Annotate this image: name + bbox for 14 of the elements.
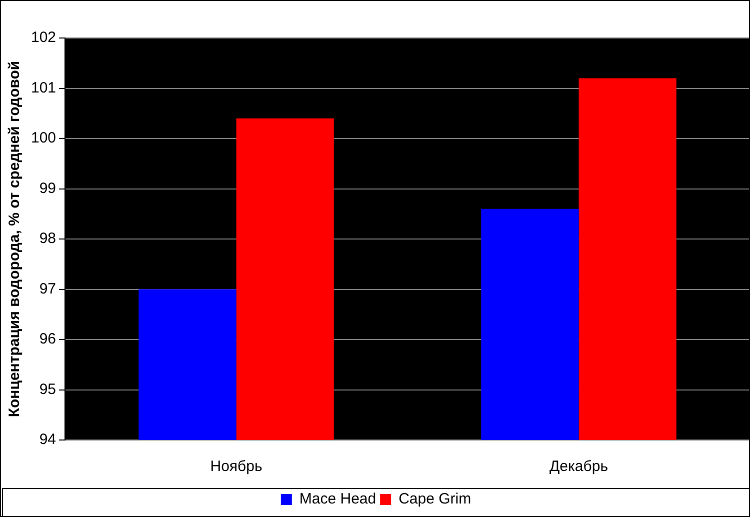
y-tick-label: 100 xyxy=(30,130,56,147)
x-tick-label: Декабрь xyxy=(550,458,608,476)
y-tick-label: 99 xyxy=(39,180,56,197)
legend-label: Mace Head xyxy=(299,490,376,508)
y-tick-label: 101 xyxy=(30,79,56,96)
y-tick-label: 102 xyxy=(30,29,56,46)
y-axis-title: Концентрация водорода, % от средней годовой xyxy=(6,60,24,418)
y-tick-label: 95 xyxy=(39,380,56,398)
x-tick-label: Ноябрь xyxy=(210,458,262,476)
legend-label: Cape Grim xyxy=(398,490,472,508)
y-tick-label: 97 xyxy=(39,280,56,298)
y-tick-label: 96 xyxy=(39,330,56,348)
y-tick-label: 94 xyxy=(39,431,56,448)
y-tick-label: 98 xyxy=(39,230,56,248)
